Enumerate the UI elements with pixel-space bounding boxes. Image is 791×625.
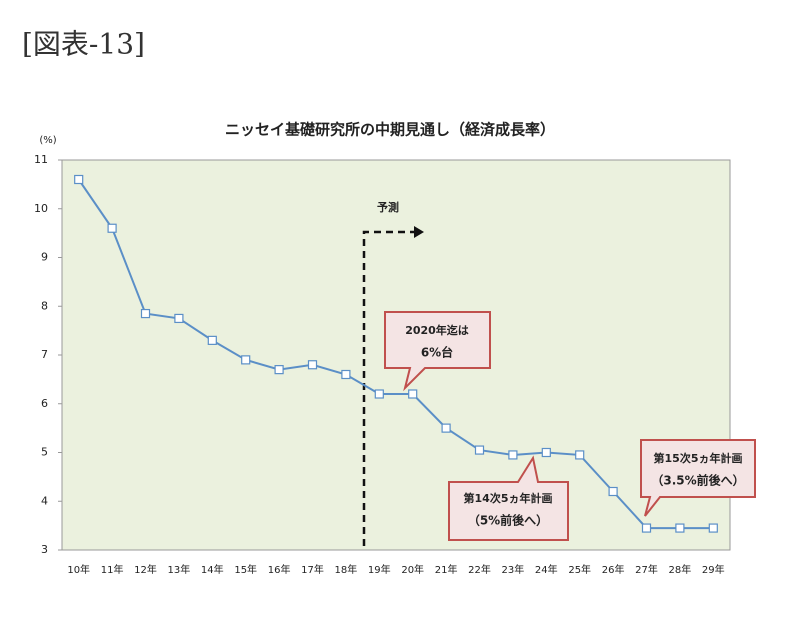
x-tick-label: 25年 — [568, 563, 591, 576]
annotation: 2020年迄は — [405, 323, 469, 337]
y-tick-label: 10 — [34, 202, 48, 215]
x-tick-label: 18年 — [335, 563, 358, 576]
x-tick-label: 26年 — [602, 563, 625, 576]
y-tick-label: 6 — [41, 397, 48, 410]
marker — [274, 365, 284, 375]
marker — [140, 308, 151, 319]
marker — [675, 523, 685, 533]
annotation: 第14次5ヵ年計画 — [464, 491, 553, 505]
x-tick-label: 12年 — [134, 563, 157, 576]
marker — [708, 523, 718, 533]
x-tick-label: 22年 — [468, 563, 491, 576]
x-tick-label: 11年 — [101, 563, 124, 576]
x-tick-label: 20年 — [401, 563, 424, 576]
annotation: 第15次5ヵ年計画 — [654, 451, 743, 465]
y-tick-label: 3 — [41, 543, 48, 556]
chart-title: ニッセイ基礎研究所の中期見通し（経済成長率） — [225, 121, 555, 139]
x-tick-label: 17年 — [301, 563, 324, 576]
annotation: 6%台 — [421, 345, 453, 360]
forecast-divider — [362, 226, 424, 546]
x-tick-label: 24年 — [535, 563, 558, 576]
marker — [74, 174, 84, 185]
callouts — [384, 311, 756, 541]
x-tick-label: 15年 — [234, 563, 257, 576]
marker — [408, 389, 418, 399]
x-tick-label: 28年 — [669, 563, 692, 576]
marker — [541, 447, 551, 458]
marker — [575, 450, 585, 460]
marker — [474, 445, 485, 455]
y-tick-label: 9 — [41, 251, 48, 264]
marker — [241, 355, 251, 365]
line — [77, 178, 714, 530]
x-tick-label: 29年 — [702, 563, 725, 576]
annotation: 予測 — [377, 200, 399, 214]
marker — [341, 369, 351, 380]
x-tick-label: 21年 — [435, 563, 458, 576]
y-tick-label: 5 — [41, 446, 48, 459]
marker — [174, 313, 184, 324]
x-tick-label: 27年 — [635, 563, 658, 576]
y-tick-label: 7 — [41, 348, 48, 361]
figure-label: [図表-13] — [22, 28, 145, 61]
x-tick-label: 16年 — [268, 563, 291, 576]
annotation: （3.5%前後へ） — [651, 473, 744, 488]
x-tick-label: 10年 — [67, 563, 90, 576]
marker — [641, 523, 652, 533]
x-tick-label: 19年 — [368, 563, 391, 576]
y-tick-label: 8 — [41, 299, 48, 312]
x-tick-label: 13年 — [168, 563, 191, 576]
x-tick-label: 14年 — [201, 563, 224, 576]
y-unit: (%) — [39, 135, 56, 146]
annotation: （5%前後へ） — [468, 513, 548, 528]
x-tick-label: 23年 — [502, 563, 525, 576]
y-tick-label: 4 — [41, 494, 48, 507]
y-tick-label: 11 — [34, 153, 48, 166]
marker — [441, 423, 451, 433]
marker — [307, 360, 318, 370]
marker — [608, 486, 618, 497]
marker — [107, 223, 117, 233]
marker — [374, 389, 384, 399]
marker — [508, 450, 518, 460]
marker — [207, 335, 217, 345]
